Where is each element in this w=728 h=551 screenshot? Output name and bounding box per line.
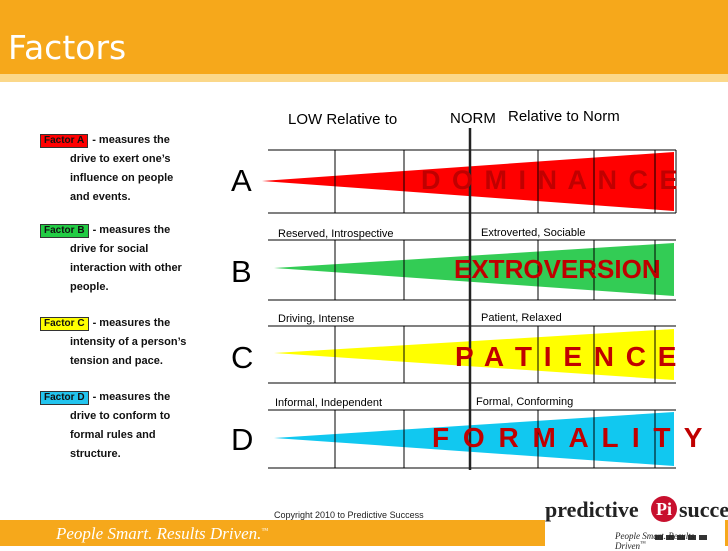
factor-a-line: - measures the [92,134,170,146]
factor-c-left-label: Driving, Intense [278,313,355,325]
factor-c-word: P A T I E N C E [455,341,679,372]
factor-d-wedge [274,412,674,466]
factor-d-line: drive to conform to [70,410,171,422]
factor-b-wedge [274,243,674,296]
tagline: People Smart. Results Driven.™ [56,524,268,544]
logo-text-left: predictive [545,497,639,522]
factor-c-description: Factor C- measures the intensity of a pe… [40,314,230,371]
factor-b-right-label: Extroverted, Sociable [481,227,586,239]
tagline-mark: ™ [261,526,269,535]
factor-b-letter: B [231,254,252,289]
factor-c-badge: Factor C [40,317,89,331]
factor-b-description: Factor B- measures the drive for social … [40,221,230,297]
factor-a-description: Factor A- measures the drive to exert on… [40,131,230,207]
factor-b-line: people. [70,281,109,293]
factor-c-wedge [274,329,674,380]
header-stripe [0,74,728,82]
factor-b-line: drive for social [70,243,149,255]
factor-a-badge: Factor A [40,134,89,148]
factor-d-row [268,409,676,469]
factor-c-line: tension and pace. [70,355,163,367]
factor-b-line: - measures the [92,224,171,236]
factor-c-letter: C [231,340,254,375]
logo-squares [655,527,710,545]
predictive-success-logo: predictive Pi success People Smart. Resu… [545,487,728,551]
norm-label: NORM [450,110,496,127]
factor-b-badge: Factor B [40,224,89,238]
factor-d-left-label: Informal, Independent [275,397,383,409]
factor-c-right-label: Patient, Relaxed [481,312,562,324]
factor-a-wedge [262,152,674,211]
factor-a-row [262,149,677,214]
logo-pi-icon: Pi [651,496,677,522]
low-label: LOW Relative to [288,111,398,128]
factor-b-word: EXTROVERSION [454,254,661,284]
tagline-text: People Smart. Results Driven. [56,524,262,543]
slide-title: Factors [8,28,127,67]
factor-d-line: - measures the [92,391,171,403]
logo-text-right: success [679,497,728,522]
factor-b-row [268,239,676,301]
factor-a-line: influence on people [70,172,174,184]
factor-d-word: F O R M A L I T Y [432,422,706,453]
logo-sub: People Smart. Results Driven™ [615,531,725,551]
factor-d-line: structure. [70,448,121,460]
factor-c-line: - measures the [92,317,171,329]
copyright-text: Copyright 2010 to Predictive Success [274,510,424,520]
factor-c-row [268,325,676,384]
factor-a-word: D O M I N A N C E [421,165,680,195]
logo-sub-mark: ™ [640,541,646,547]
slide-header [0,0,728,74]
factor-d-badge: Factor D [40,391,89,405]
factor-b-line: interaction with other [70,262,182,274]
factor-d-description: Factor D- measures the drive to conform … [40,388,230,464]
factor-d-right-label: Formal, Conforming [476,396,574,408]
factor-c-line: intensity of a person’s [70,336,187,348]
logo-sub-text: People Smart. Results Driven [615,531,695,551]
high-label: Relative to Norm [508,108,620,125]
factor-a-line: drive to exert one’s [70,153,171,165]
factor-d-line: formal rules and [70,429,156,441]
factor-a-line: and events. [70,191,131,203]
factor-a-letter: A [231,163,252,198]
factor-d-letter: D [231,422,254,457]
factor-b-left-label: Reserved, Introspective [278,228,394,240]
